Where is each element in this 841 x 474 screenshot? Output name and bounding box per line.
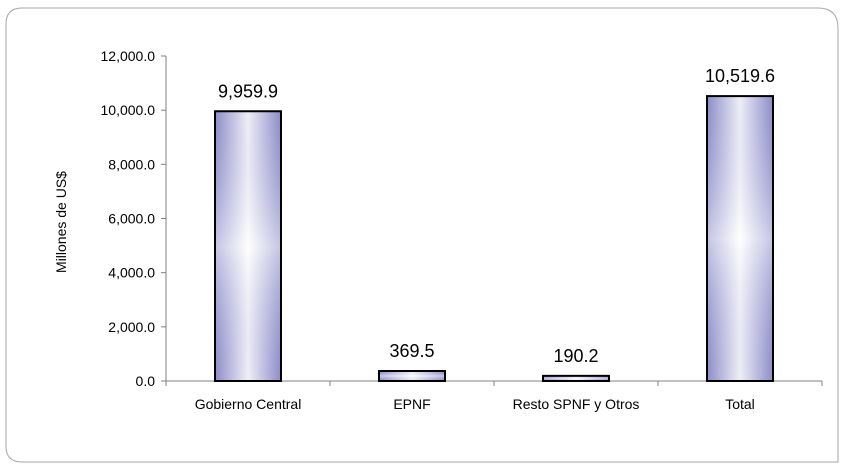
category-label: Gobierno Central (195, 396, 302, 412)
bar-shading (379, 370, 445, 381)
bar-shading (215, 111, 281, 381)
bar-shading (707, 96, 773, 381)
data-label: 190.2 (553, 346, 598, 366)
y-tick-label: 10,000.0 (101, 102, 156, 118)
data-label: 9,959.9 (218, 81, 278, 101)
labels: 9,959.9 Gobierno Central 369.5 EPNF 190.2 Res… (195, 66, 775, 412)
data-label: 369.5 (389, 341, 434, 361)
y-tick-label: 4,000.0 (108, 265, 155, 281)
y-tick-label: 8,000.0 (108, 156, 155, 172)
bar-outline (378, 369, 446, 382)
y-tick-label: 12,000.0 (101, 48, 156, 64)
bar-outline (214, 110, 282, 382)
y-tick-label: 0.0 (136, 373, 156, 389)
y-tick-label: 2,000.0 (108, 319, 155, 335)
bar-outline (706, 95, 774, 382)
y-axis-title: Millones de US$ (53, 171, 69, 273)
category-label: Resto SPNF y Otros (513, 396, 640, 412)
category-label: Total (725, 396, 755, 412)
chart-frame-border (5, 7, 839, 463)
category-label: EPNF (393, 396, 430, 412)
data-label: 10,519.6 (705, 66, 775, 86)
bars (214, 95, 774, 383)
bar-outline (542, 374, 610, 383)
y-tick-label: 6,000.0 (108, 211, 155, 227)
bar-shading (543, 375, 609, 381)
